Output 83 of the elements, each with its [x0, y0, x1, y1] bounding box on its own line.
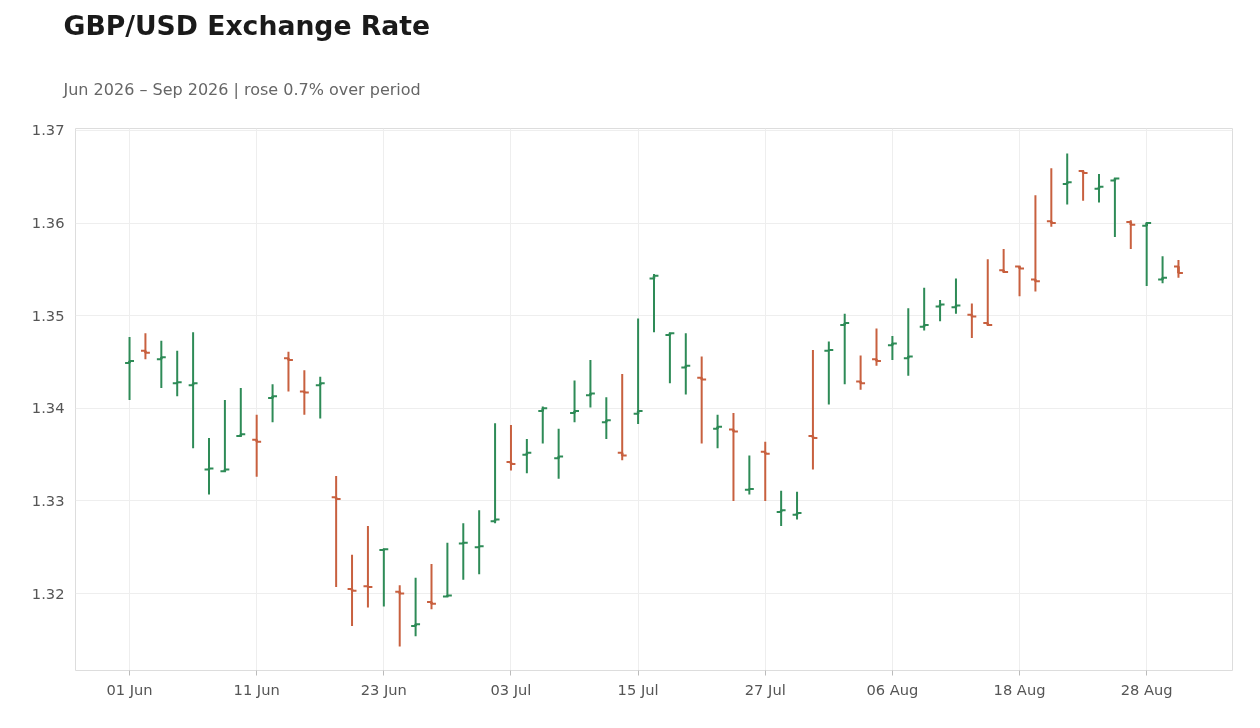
candlestick [886, 335, 898, 362]
candlestick [616, 373, 628, 462]
candlestick [934, 298, 946, 323]
x-tick-label: 27 Jul [744, 680, 786, 698]
candlestick [632, 317, 644, 426]
candlestick [362, 524, 374, 609]
candlestick [998, 247, 1010, 275]
candlestick [489, 422, 501, 525]
x-tick-label: 23 Jun [360, 680, 407, 698]
x-tick-label: 28 Aug [1120, 680, 1173, 698]
candlestick [378, 547, 390, 608]
candlestick [267, 383, 279, 424]
x-tick-label: 01 Jun [106, 680, 153, 698]
candlestick [521, 437, 533, 475]
candlestick [1157, 255, 1169, 285]
candlestick [902, 307, 914, 377]
candlestick [982, 258, 994, 326]
candlestick [457, 522, 469, 581]
candlestick [791, 490, 803, 521]
candlestick [728, 411, 739, 502]
candlestick [251, 413, 263, 478]
candlestick [553, 427, 565, 480]
y-tick-label: 1.32 [31, 584, 65, 602]
candlestick [1109, 176, 1121, 238]
candlestick [155, 339, 167, 389]
x-tick-label: 11 Jun [233, 680, 280, 698]
candlestick [1014, 264, 1025, 298]
candlestick [441, 541, 453, 598]
candlestick [855, 354, 867, 391]
candlestick [139, 332, 151, 361]
candlestick [410, 576, 422, 638]
candlestick [807, 348, 819, 471]
candlestick [1077, 169, 1089, 202]
candlestick [235, 386, 247, 438]
candlestick [823, 340, 835, 406]
candlestick [680, 332, 692, 396]
candlestick [918, 286, 930, 332]
candlestick [314, 375, 326, 420]
candlestick [426, 562, 437, 611]
candlestick [569, 379, 580, 424]
candlestick [966, 302, 978, 339]
candlestick [871, 327, 882, 367]
candlestick [124, 335, 135, 401]
candlestick [1093, 172, 1105, 204]
candlestick [346, 553, 358, 628]
candlestick [537, 405, 549, 445]
x-tick-label: 03 Jul [490, 680, 532, 698]
candlestick [283, 350, 294, 393]
candlestick [839, 312, 851, 386]
candlestick [743, 454, 755, 496]
y-tick-label: 1.35 [31, 306, 65, 324]
candlestick [1125, 219, 1137, 250]
candlestick [187, 331, 199, 450]
candlestick [394, 584, 406, 648]
chart-title: GBP/USD Exchange Rate [63, 9, 431, 41]
candlestick [600, 396, 612, 440]
x-tick-label: 06 Aug [866, 680, 919, 698]
y-tick-label: 1.33 [31, 491, 65, 509]
y-tick-label: 1.37 [31, 121, 65, 139]
candlestick [950, 277, 962, 315]
candlestick [330, 474, 342, 589]
candlestick [775, 489, 787, 527]
chart-subtitle: Jun 2026 – Sep 2026 | rose 0.7% over period [62, 79, 421, 99]
candlestick [219, 398, 231, 473]
y-tick-label: 1.34 [31, 399, 65, 417]
candlestick [584, 359, 596, 409]
candlestick [664, 332, 676, 385]
x-tick-label: 18 Aug [993, 680, 1046, 698]
candlestick [171, 349, 183, 398]
candlestick [1045, 167, 1057, 228]
candlestick [298, 369, 310, 416]
candlestick [1173, 259, 1184, 279]
x-tick-label: 15 Jul [617, 680, 659, 698]
candlestick [1061, 152, 1073, 206]
candlestick [473, 509, 485, 576]
candlestick [203, 436, 215, 496]
candlestick [759, 440, 771, 502]
candlestick [712, 413, 724, 450]
candlestick [696, 355, 708, 445]
candlestick [1141, 222, 1153, 287]
candlestick [1029, 194, 1041, 293]
candlestick [505, 423, 517, 472]
y-tick-label: 1.36 [31, 214, 65, 231]
